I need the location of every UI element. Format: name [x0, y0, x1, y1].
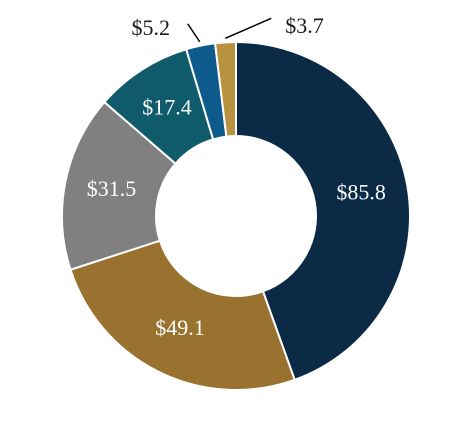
- slice-label-5: $3.7: [285, 13, 324, 38]
- donut-slices: [61, 40, 411, 391]
- donut-slice-5: [213, 40, 237, 138]
- slice-label-0: $85.8: [336, 179, 386, 204]
- slice-label-2: $31.5: [87, 176, 137, 201]
- leader-line-5: [224, 17, 272, 40]
- donut-slice-2: [61, 100, 177, 271]
- slice-label-1: $49.1: [155, 315, 205, 340]
- slice-label-4: $5.2: [132, 15, 171, 40]
- leader-line-4: [187, 23, 201, 43]
- slice-label-3: $17.4: [142, 94, 192, 119]
- donut-slice-0: [235, 40, 411, 382]
- donut-labels: $85.8 $49.1 $31.5 $17.4 $5.2 $3.7: [87, 13, 386, 340]
- donut-slice-1: [69, 239, 296, 391]
